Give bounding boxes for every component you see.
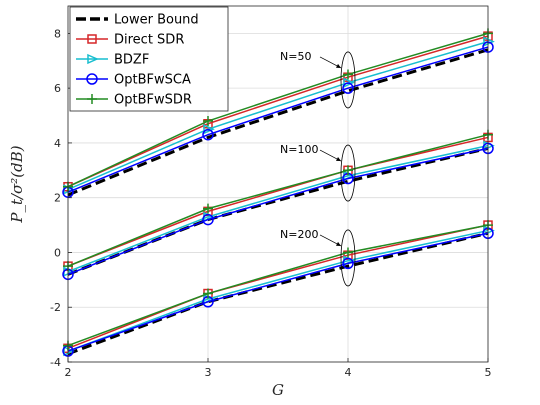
y-tick-label: -4 bbox=[50, 356, 61, 369]
group-ellipse bbox=[340, 229, 356, 287]
arrow-head bbox=[336, 241, 341, 246]
legend-entry: OptBFwSCA bbox=[76, 73, 191, 88]
series-line bbox=[67, 40, 489, 191]
series-line bbox=[67, 48, 489, 197]
annotation-layer: N=50 N=100 N=200 bbox=[280, 50, 356, 287]
series-line bbox=[67, 224, 489, 350]
series-line bbox=[67, 136, 489, 267]
circle-marker bbox=[202, 128, 214, 141]
y-tick-label: -2 bbox=[50, 301, 61, 314]
triangle-marker bbox=[483, 36, 495, 47]
y-tick-label: 8 bbox=[54, 27, 61, 40]
legend-entry: Direct SDR bbox=[76, 33, 184, 48]
series-line bbox=[67, 144, 489, 273]
x-axis-label: G bbox=[272, 381, 284, 399]
plus-marker bbox=[203, 116, 213, 127]
legend-label: Lower Bound bbox=[114, 13, 199, 28]
x-tick-label: 5 bbox=[485, 366, 492, 379]
series-line bbox=[67, 224, 489, 347]
legend: Lower Bound Direct SDR BDZF OptBFwSCA OptBFw… bbox=[69, 6, 229, 112]
plus-marker bbox=[203, 203, 213, 214]
series-lower-bound bbox=[67, 48, 489, 197]
y-axis-label: P_t/σ²(dB) bbox=[8, 145, 26, 223]
plus-marker bbox=[87, 94, 97, 104]
group-ellipse bbox=[340, 51, 356, 109]
square-marker bbox=[87, 34, 97, 44]
circle-marker bbox=[342, 257, 354, 270]
arrow-head bbox=[336, 157, 341, 162]
series-line bbox=[67, 32, 489, 188]
series-lower-bound bbox=[67, 231, 489, 356]
series-line bbox=[67, 46, 489, 193]
y-tick-label: 4 bbox=[54, 137, 61, 150]
series-group bbox=[62, 220, 495, 357]
series-line bbox=[67, 133, 489, 267]
triangle-marker bbox=[343, 77, 355, 88]
series-line bbox=[67, 147, 489, 276]
annotation-label: N=50 bbox=[280, 50, 311, 63]
plot-frame bbox=[67, 5, 489, 363]
legend-label: BDZF bbox=[114, 53, 149, 68]
annotation-label: N=200 bbox=[280, 228, 318, 241]
x-tick-label: 3 bbox=[205, 366, 212, 379]
y-tick-label: 6 bbox=[54, 82, 61, 95]
group-annotation: N=200 bbox=[280, 228, 356, 287]
series-line bbox=[67, 232, 489, 352]
plus-marker bbox=[343, 69, 353, 80]
plus-marker bbox=[343, 165, 353, 176]
y-tick-label: 0 bbox=[54, 246, 61, 259]
group-ellipse bbox=[340, 144, 356, 202]
circle-marker bbox=[202, 213, 214, 226]
circle-marker bbox=[342, 82, 354, 94]
plus-marker bbox=[203, 288, 213, 299]
series-line bbox=[67, 229, 489, 352]
legend-entry: Lower Bound bbox=[76, 13, 199, 28]
plus-marker bbox=[343, 247, 353, 258]
x-tick-label: 2 bbox=[65, 366, 72, 379]
y-tick-label: 2 bbox=[54, 192, 61, 205]
legend-label: Direct SDR bbox=[114, 33, 184, 48]
circle-marker bbox=[86, 73, 98, 85]
group-annotation: N=100 bbox=[280, 143, 356, 202]
series-line bbox=[67, 35, 489, 188]
legend-entry: OptBFwSDR bbox=[76, 93, 192, 108]
series-line bbox=[67, 231, 489, 356]
tick-layer: 2 3 4 5 -4 -2 0 2 4 6 8 bbox=[50, 27, 491, 379]
legend-entry: BDZF bbox=[76, 53, 149, 68]
triangle-marker bbox=[87, 53, 99, 65]
arrow-head bbox=[336, 63, 341, 68]
group-annotation: N=50 bbox=[280, 50, 356, 109]
legend-label: OptBFwSCA bbox=[114, 73, 191, 88]
series-group bbox=[62, 129, 495, 281]
annotation-label: N=100 bbox=[280, 143, 318, 156]
legend-label: OptBFwSDR bbox=[114, 93, 192, 108]
x-tick-label: 4 bbox=[345, 366, 352, 379]
series-layer bbox=[62, 28, 495, 357]
triangle-marker bbox=[203, 124, 215, 135]
series-group bbox=[62, 28, 495, 198]
